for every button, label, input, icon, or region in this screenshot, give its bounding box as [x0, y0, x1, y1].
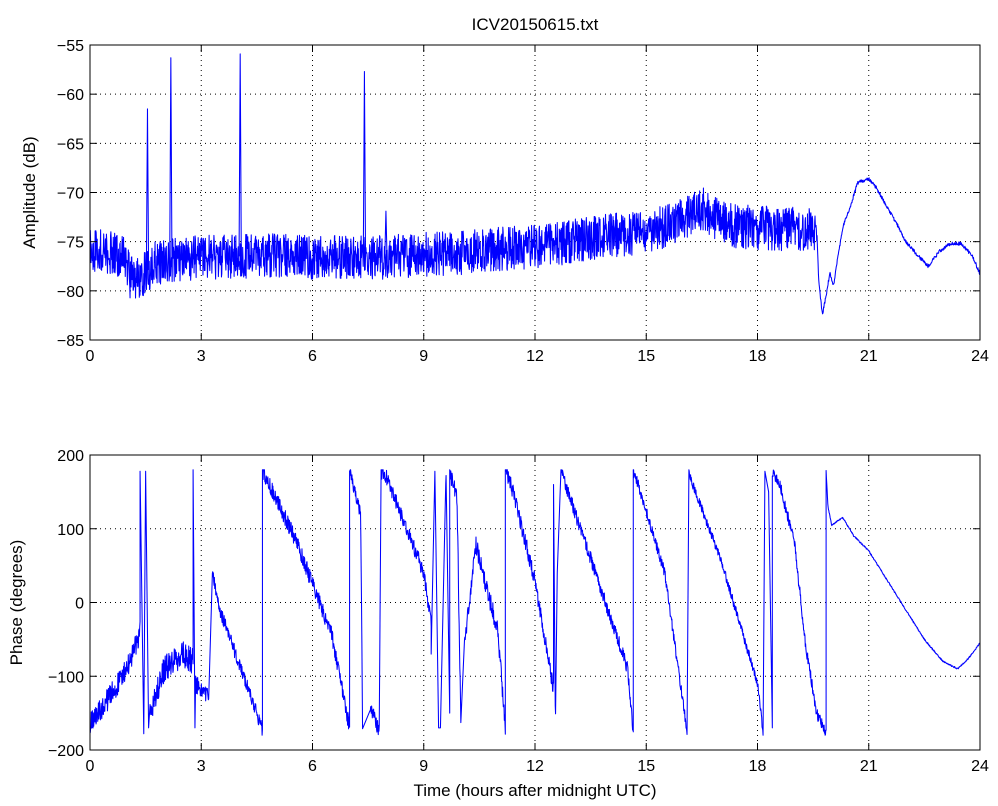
amplitude-y-tick-label: −80: [57, 284, 84, 301]
amplitude-panel: 0 3 6 9 12 15 18 21 24 −85 −80 −75 −70 −65 −60 −55 ICV2…: [20, 15, 989, 365]
amplitude-spike: [362, 71, 367, 257]
phase-x-tick-label: 15: [637, 758, 655, 775]
amplitude-y-tick-label: −75: [57, 235, 84, 252]
amplitude-x-tick-label: 18: [749, 348, 767, 365]
amplitude-y-tick-label: −55: [57, 38, 84, 55]
phase-trace: [90, 469, 980, 736]
amplitude-x-tick-label: 0: [86, 348, 95, 365]
phase-x-tick-label: 24: [971, 758, 989, 775]
figure-title: ICV20150615.txt: [472, 15, 599, 34]
phase-x-tick-label: 18: [749, 758, 767, 775]
amplitude-spike: [384, 210, 388, 258]
amplitude-x-tick-label: 15: [637, 348, 655, 365]
amplitude-y-tick-label: −85: [57, 333, 84, 350]
amplitude-trace: [90, 177, 980, 315]
phase-panel: 0 3 6 9 12 15 18 21 24 −200 −100 0 100 200 Time (hour…: [7, 448, 989, 800]
amplitude-spike: [238, 53, 242, 257]
amplitude-x-tick-label: 6: [308, 348, 317, 365]
phase-y-tick-label: 100: [57, 522, 84, 539]
amplitude-y-tick-label: −60: [57, 87, 84, 104]
phase-ticks: 0 3 6 9 12 15 18 21 24 −200 −100 0 100 200: [48, 448, 989, 775]
phase-grid: [90, 455, 980, 750]
amplitude-ticks: 0 3 6 9 12 15 18 21 24 −85 −80 −75 −70 −65 −60 −55: [57, 38, 989, 365]
amplitude-x-tick-label: 24: [971, 348, 989, 365]
amplitude-y-axis-label: Amplitude (dB): [20, 136, 39, 248]
phase-x-tick-label: 0: [86, 758, 95, 775]
amplitude-x-tick-label: 21: [860, 348, 878, 365]
phase-x-tick-label: 12: [526, 758, 544, 775]
amplitude-x-tick-label: 9: [419, 348, 428, 365]
amplitude-spike: [145, 108, 150, 271]
phase-x-tick-label: 9: [419, 758, 428, 775]
amplitude-y-tick-label: −65: [57, 136, 84, 153]
phase-x-tick-label: 3: [197, 758, 206, 775]
amplitude-spike: [169, 57, 173, 261]
phase-y-tick-label: −200: [48, 743, 84, 760]
phase-series: [90, 469, 980, 736]
phase-y-tick-label: −100: [48, 669, 84, 686]
phase-y-axis-label: Phase (degrees): [7, 540, 26, 666]
phase-x-tick-label: 6: [308, 758, 317, 775]
amplitude-series: [90, 53, 980, 315]
phase-x-axis-label: Time (hours after midnight UTC): [413, 781, 656, 800]
amplitude-y-tick-label: −70: [57, 186, 84, 203]
phase-x-tick-label: 21: [860, 758, 878, 775]
phase-y-tick-label: 0: [75, 596, 84, 613]
phase-y-tick-label: 200: [57, 448, 84, 465]
amplitude-x-tick-label: 3: [197, 348, 206, 365]
amplitude-x-tick-label: 12: [526, 348, 544, 365]
